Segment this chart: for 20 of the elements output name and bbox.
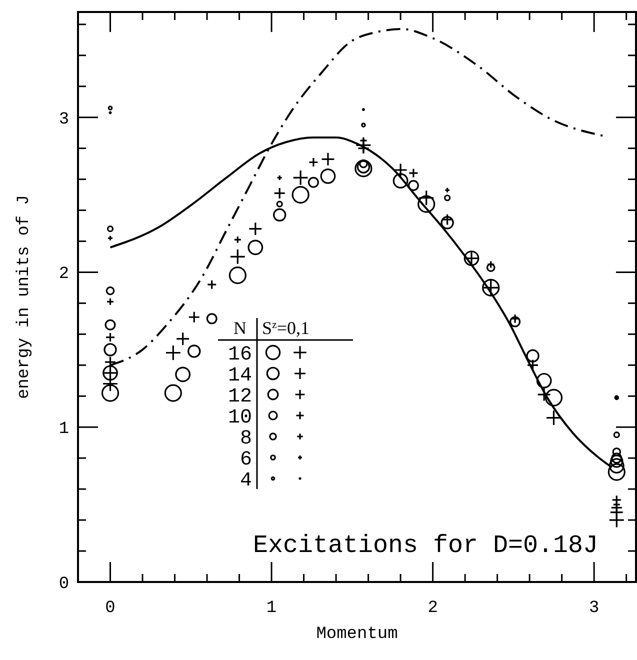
legend-label: 14	[228, 364, 252, 388]
x-tick-label: 2	[428, 599, 438, 618]
y-tick-label: 0	[58, 575, 70, 594]
legend-label: 8	[240, 428, 252, 450]
legend-label: 12	[228, 386, 252, 408]
annotation: S$^{z}$=0,1	[262, 318, 310, 338]
legend-title: N	[234, 318, 246, 338]
legend-label: 6	[240, 448, 252, 472]
legend-label: 4	[240, 470, 252, 492]
legend-label: 16	[228, 344, 252, 366]
x-axis-title: Momentum	[316, 625, 398, 644]
annotation: Excitations for D=0.18J	[253, 531, 598, 560]
y-axis-title: energy in units of J	[15, 194, 34, 400]
x-tick-label: 1	[266, 599, 277, 618]
legend-label: 10	[228, 406, 252, 430]
x-tick-label: 3	[588, 599, 600, 618]
y-tick-label: 3	[58, 110, 70, 130]
y-tick-label: 2	[58, 265, 70, 284]
x-tick-label: 0	[105, 599, 116, 618]
y-tick-label: 1	[58, 420, 70, 440]
